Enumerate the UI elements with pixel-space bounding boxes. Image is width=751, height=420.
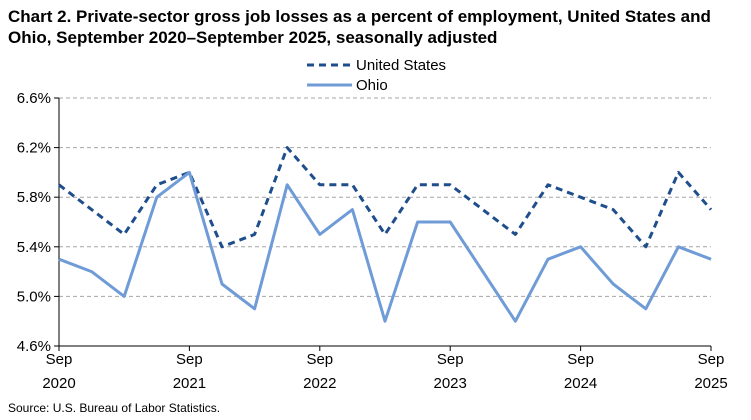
- x-tick-label-month: Sep: [567, 351, 594, 368]
- source-note: Source: U.S. Bureau of Labor Statistics.: [8, 401, 221, 415]
- x-axis-tick-labels: Sep 2020 Sep 2021 Sep 2022 Sep 2023 Sep 2024 Sep 20…: [42, 351, 727, 392]
- x-tick-label-year: 2021: [173, 375, 206, 392]
- x-tick-label-month: Sep: [437, 351, 464, 368]
- x-tick-label-year: 2020: [42, 375, 75, 392]
- x-tick-label-year: 2024: [564, 375, 597, 392]
- y-tick-label: 6.6%: [17, 90, 51, 107]
- series-line-united-states: [58, 146, 713, 249]
- x-tick-label-year: 2025: [694, 375, 727, 392]
- legend-label: Ohio: [356, 77, 388, 94]
- chart-title: Chart 2. Private-sector gross job losses…: [8, 7, 711, 47]
- gridlines: [59, 97, 711, 297]
- y-tick-label: 5.4%: [17, 239, 51, 256]
- x-tick-label-year: 2022: [303, 375, 336, 392]
- y-tick-label: 6.2%: [17, 140, 51, 157]
- x-tick-label-month: Sep: [46, 351, 73, 368]
- axes: [54, 97, 712, 351]
- series-line-ohio: [58, 170, 712, 323]
- y-axis-tick-labels: 4.6% 5.0% 5.4% 5.8% 6.2% 6.6%: [17, 90, 51, 355]
- y-tick-label: 5.8%: [17, 189, 51, 206]
- legend: United States Ohio: [307, 57, 446, 94]
- y-tick-label: 5.0%: [17, 288, 51, 305]
- y-tick-label: 4.6%: [17, 338, 51, 355]
- legend-label: United States: [356, 57, 446, 74]
- x-tick-label-month: Sep: [306, 351, 333, 368]
- x-tick-label-month: Sep: [698, 351, 725, 368]
- series-lines: [58, 146, 713, 323]
- x-tick-label-year: 2023: [434, 375, 467, 392]
- x-tick-label-month: Sep: [176, 351, 203, 368]
